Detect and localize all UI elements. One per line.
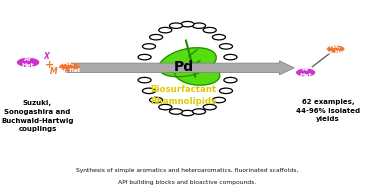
- Circle shape: [150, 97, 163, 103]
- Circle shape: [225, 66, 238, 71]
- Circle shape: [136, 66, 150, 71]
- Text: +: +: [45, 60, 54, 70]
- Circle shape: [181, 21, 194, 27]
- Circle shape: [138, 77, 151, 83]
- Text: Ar
Het: Ar Het: [22, 57, 34, 68]
- Text: Suzuki,
Sonogashira and
Buchwald-Hartwig
couplings: Suzuki, Sonogashira and Buchwald-Hartwig…: [1, 100, 74, 132]
- Polygon shape: [159, 48, 216, 77]
- Circle shape: [203, 27, 216, 33]
- Circle shape: [224, 54, 237, 60]
- Circle shape: [192, 23, 206, 28]
- Circle shape: [219, 44, 232, 49]
- Text: M: M: [50, 67, 57, 76]
- Text: Pd: Pd: [174, 60, 194, 74]
- Text: Biosurfactant
Rhamnolipids: Biosurfactant Rhamnolipids: [151, 85, 217, 106]
- Circle shape: [159, 104, 172, 110]
- Polygon shape: [175, 63, 220, 85]
- Circle shape: [327, 45, 345, 53]
- Circle shape: [59, 63, 80, 71]
- Circle shape: [170, 23, 183, 28]
- Circle shape: [212, 34, 225, 40]
- Circle shape: [150, 34, 163, 40]
- Circle shape: [17, 58, 39, 67]
- Circle shape: [181, 110, 194, 116]
- Text: API building blocks and bioactive compounds.: API building blocks and bioactive compou…: [118, 180, 256, 185]
- Circle shape: [296, 68, 315, 77]
- Circle shape: [142, 44, 156, 49]
- Circle shape: [170, 109, 183, 114]
- Text: Alk,
Ar, Het: Alk, Ar, Het: [59, 61, 80, 73]
- Circle shape: [138, 54, 151, 60]
- Circle shape: [203, 104, 216, 110]
- Circle shape: [212, 97, 225, 103]
- Text: Synthesis of simple aromatics and heteroaromatics, fluorinated scaffolds,: Synthesis of simple aromatics and hetero…: [76, 168, 298, 173]
- Circle shape: [224, 77, 237, 83]
- Circle shape: [219, 88, 232, 94]
- Text: Ar
Het: Ar Het: [299, 67, 312, 78]
- Text: Alk,
Ar, Het: Alk, Ar, Het: [326, 43, 346, 55]
- Circle shape: [192, 109, 206, 114]
- Text: X: X: [43, 52, 49, 61]
- Text: 62 examples,
44-96% isolated
yields: 62 examples, 44-96% isolated yields: [296, 99, 360, 122]
- Circle shape: [142, 88, 156, 94]
- Circle shape: [159, 27, 172, 33]
- FancyArrow shape: [66, 61, 294, 75]
